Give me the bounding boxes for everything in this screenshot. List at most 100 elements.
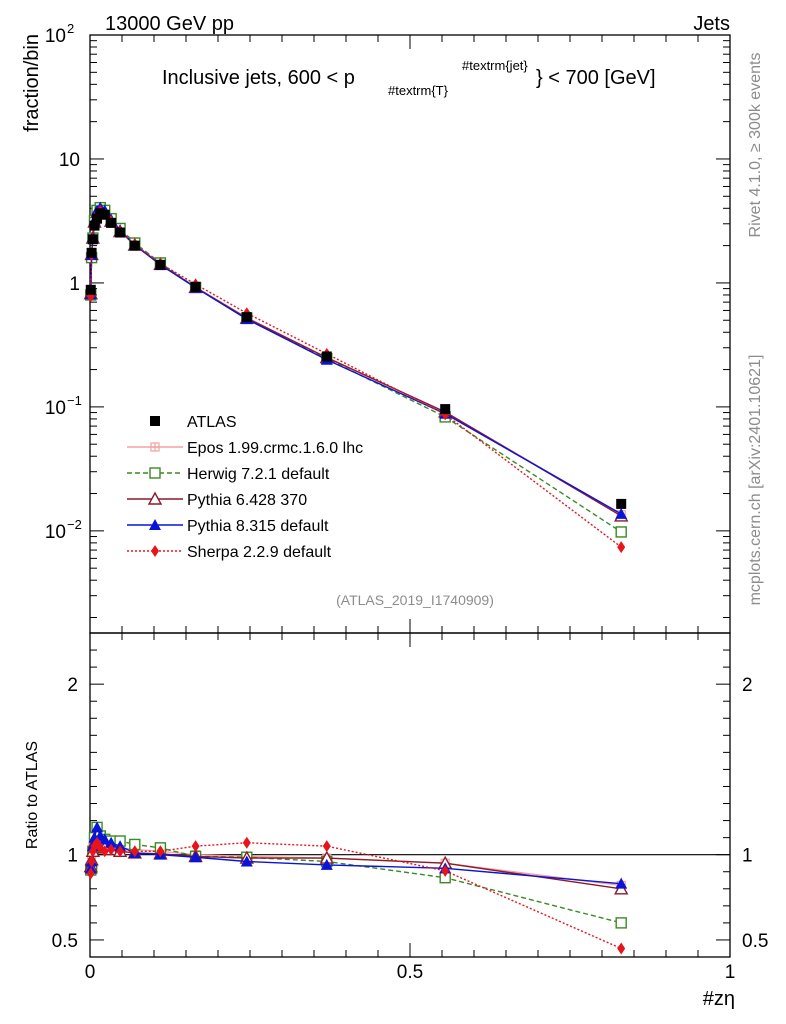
beam-label: 13000 GeV pp — [105, 13, 234, 35]
ratio-tick-label-right: 1 — [742, 846, 753, 867]
x-tick-label: 1 — [725, 962, 736, 983]
data-point — [617, 541, 626, 554]
data-point — [615, 526, 627, 538]
y-tick-label-base: 10 — [45, 26, 66, 47]
x-tick-label: 0 — [85, 962, 96, 983]
ratio-point — [189, 851, 202, 863]
data-point — [440, 404, 451, 415]
ratio-tick-label-right: 0.5 — [742, 931, 768, 952]
y-axis-label: fraction/bin — [21, 34, 43, 132]
x-tick-label: 0.5 — [397, 962, 423, 983]
legend-marker — [150, 442, 160, 452]
series-epos-1-99-crmc-1-6-0-lhc — [86, 204, 626, 520]
ratio-point — [98, 833, 111, 845]
y-tick-label-value: 1 — [69, 274, 80, 295]
ratio-point — [240, 855, 253, 867]
legend-label: Epos 1.99.crmc.1.6.0 lhc — [187, 440, 363, 457]
series-line — [90, 206, 622, 515]
y-tick-label-value: 10 — [59, 150, 80, 171]
series-line — [90, 208, 622, 517]
data-point — [115, 227, 126, 238]
y-tick-label: 10 2 — [45, 21, 74, 47]
title-prefix: Inclusive jets, 600 < p — [162, 67, 355, 89]
ratio-point — [191, 840, 200, 853]
legend-label: Pythia 8.315 default — [187, 518, 329, 535]
data-point — [155, 259, 166, 270]
rivet-credit: Rivet 4.1.0, ≥ 300k events — [747, 53, 764, 238]
series-line — [90, 210, 622, 548]
legend-entry: Herwig 7.2.1 default — [127, 466, 330, 483]
data-point — [86, 247, 97, 258]
legend-marker — [149, 467, 161, 479]
mcplots-credit: mcplots.cern.ch [arXiv:2401.10621] — [747, 355, 764, 606]
ratio-tick-label-left: 0.5 — [52, 931, 78, 952]
data-point — [92, 213, 103, 224]
title-subscript: #textrm{T} — [388, 83, 449, 98]
ratio-point — [100, 845, 109, 858]
ratio-y-axis-label: Ratio to ATLAS — [24, 741, 41, 849]
y-tick-label: 1 — [69, 274, 80, 295]
legend-entry: ATLAS — [150, 414, 237, 431]
y-tick-label: 10 −2 — [45, 517, 82, 543]
ratio-point — [441, 864, 450, 877]
legend-entry: Epos 1.99.crmc.1.6.0 lhc — [127, 440, 363, 457]
y-tick-label-exponent: −2 — [67, 517, 82, 532]
x-axis-label: #zη — [703, 988, 735, 1010]
y-tick-label: 10 −1 — [45, 393, 82, 419]
legend-entry: Pythia 8.315 default — [127, 518, 329, 535]
y-tick-label-base: 10 — [45, 522, 66, 543]
ratio-point — [130, 845, 139, 858]
process-label: Jets — [693, 13, 730, 35]
analysis-id: (ATLAS_2019_I1740909) — [336, 592, 494, 608]
ratio-series-pythia-6-428-370 — [83, 826, 629, 895]
legend-entry: Pythia 6.428 370 — [127, 491, 307, 509]
legend-label: Pythia 6.428 370 — [187, 492, 307, 509]
y-tick-label-exponent: 2 — [67, 21, 74, 36]
data-point — [129, 240, 140, 251]
title-suffix: } < 700 [GeV] — [536, 67, 656, 89]
legend-label: ATLAS — [187, 414, 237, 431]
legend-marker — [149, 519, 161, 530]
data-point — [106, 217, 117, 228]
data-point — [99, 209, 110, 220]
ratio-plot-frame — [89, 632, 731, 958]
ratio-point — [86, 867, 95, 880]
series-pythia-8-315-default — [84, 201, 628, 519]
legend-marker — [151, 545, 159, 557]
ratio-tick-label-left: 2 — [67, 675, 78, 696]
series-line — [90, 206, 622, 533]
ratio-point — [615, 877, 628, 889]
title-superscript: #textrm{jet} — [462, 58, 528, 73]
legend-label: Herwig 7.2.1 default — [187, 466, 330, 483]
data-point — [241, 312, 252, 323]
y-tick-label: 10 — [59, 150, 80, 171]
ratio-point — [105, 836, 118, 848]
ratio-point — [617, 942, 626, 955]
series-pythia-6-428-370 — [83, 202, 629, 522]
ratio-tick-label-left: 1 — [67, 846, 78, 867]
ratio-point — [107, 843, 116, 856]
legend-marker — [147, 491, 163, 505]
series-herwig-7-2-1-default — [85, 201, 627, 538]
ratio-point — [322, 840, 331, 853]
ratio-tick-label-right: 2 — [742, 675, 753, 696]
legend-entry: Sherpa 2.2.9 default — [127, 544, 332, 561]
ratio-line — [90, 832, 622, 890]
ratio-point — [242, 836, 251, 849]
ratio-point — [91, 821, 104, 833]
main-plot-frame — [89, 34, 731, 634]
ratio-series-sherpa-2-2-9-default — [86, 836, 626, 955]
legend: ATLAS Epos 1.99.crmc.1.6.0 lhc Herwig 7.2.… — [127, 414, 363, 561]
legend-marker — [150, 416, 160, 426]
series-sherpa-2-2-9-default — [86, 205, 626, 554]
data-point — [321, 351, 332, 362]
ratio-line — [90, 841, 622, 950]
data-point — [190, 281, 201, 292]
chart-title: Inclusive jets, 600 < p #textrm{T} #text… — [162, 58, 656, 98]
ratio-point — [116, 845, 125, 858]
ratio-point — [320, 858, 333, 870]
series-atlas — [85, 208, 627, 509]
legend-label: Sherpa 2.2.9 default — [187, 544, 332, 561]
data-point — [85, 284, 96, 295]
